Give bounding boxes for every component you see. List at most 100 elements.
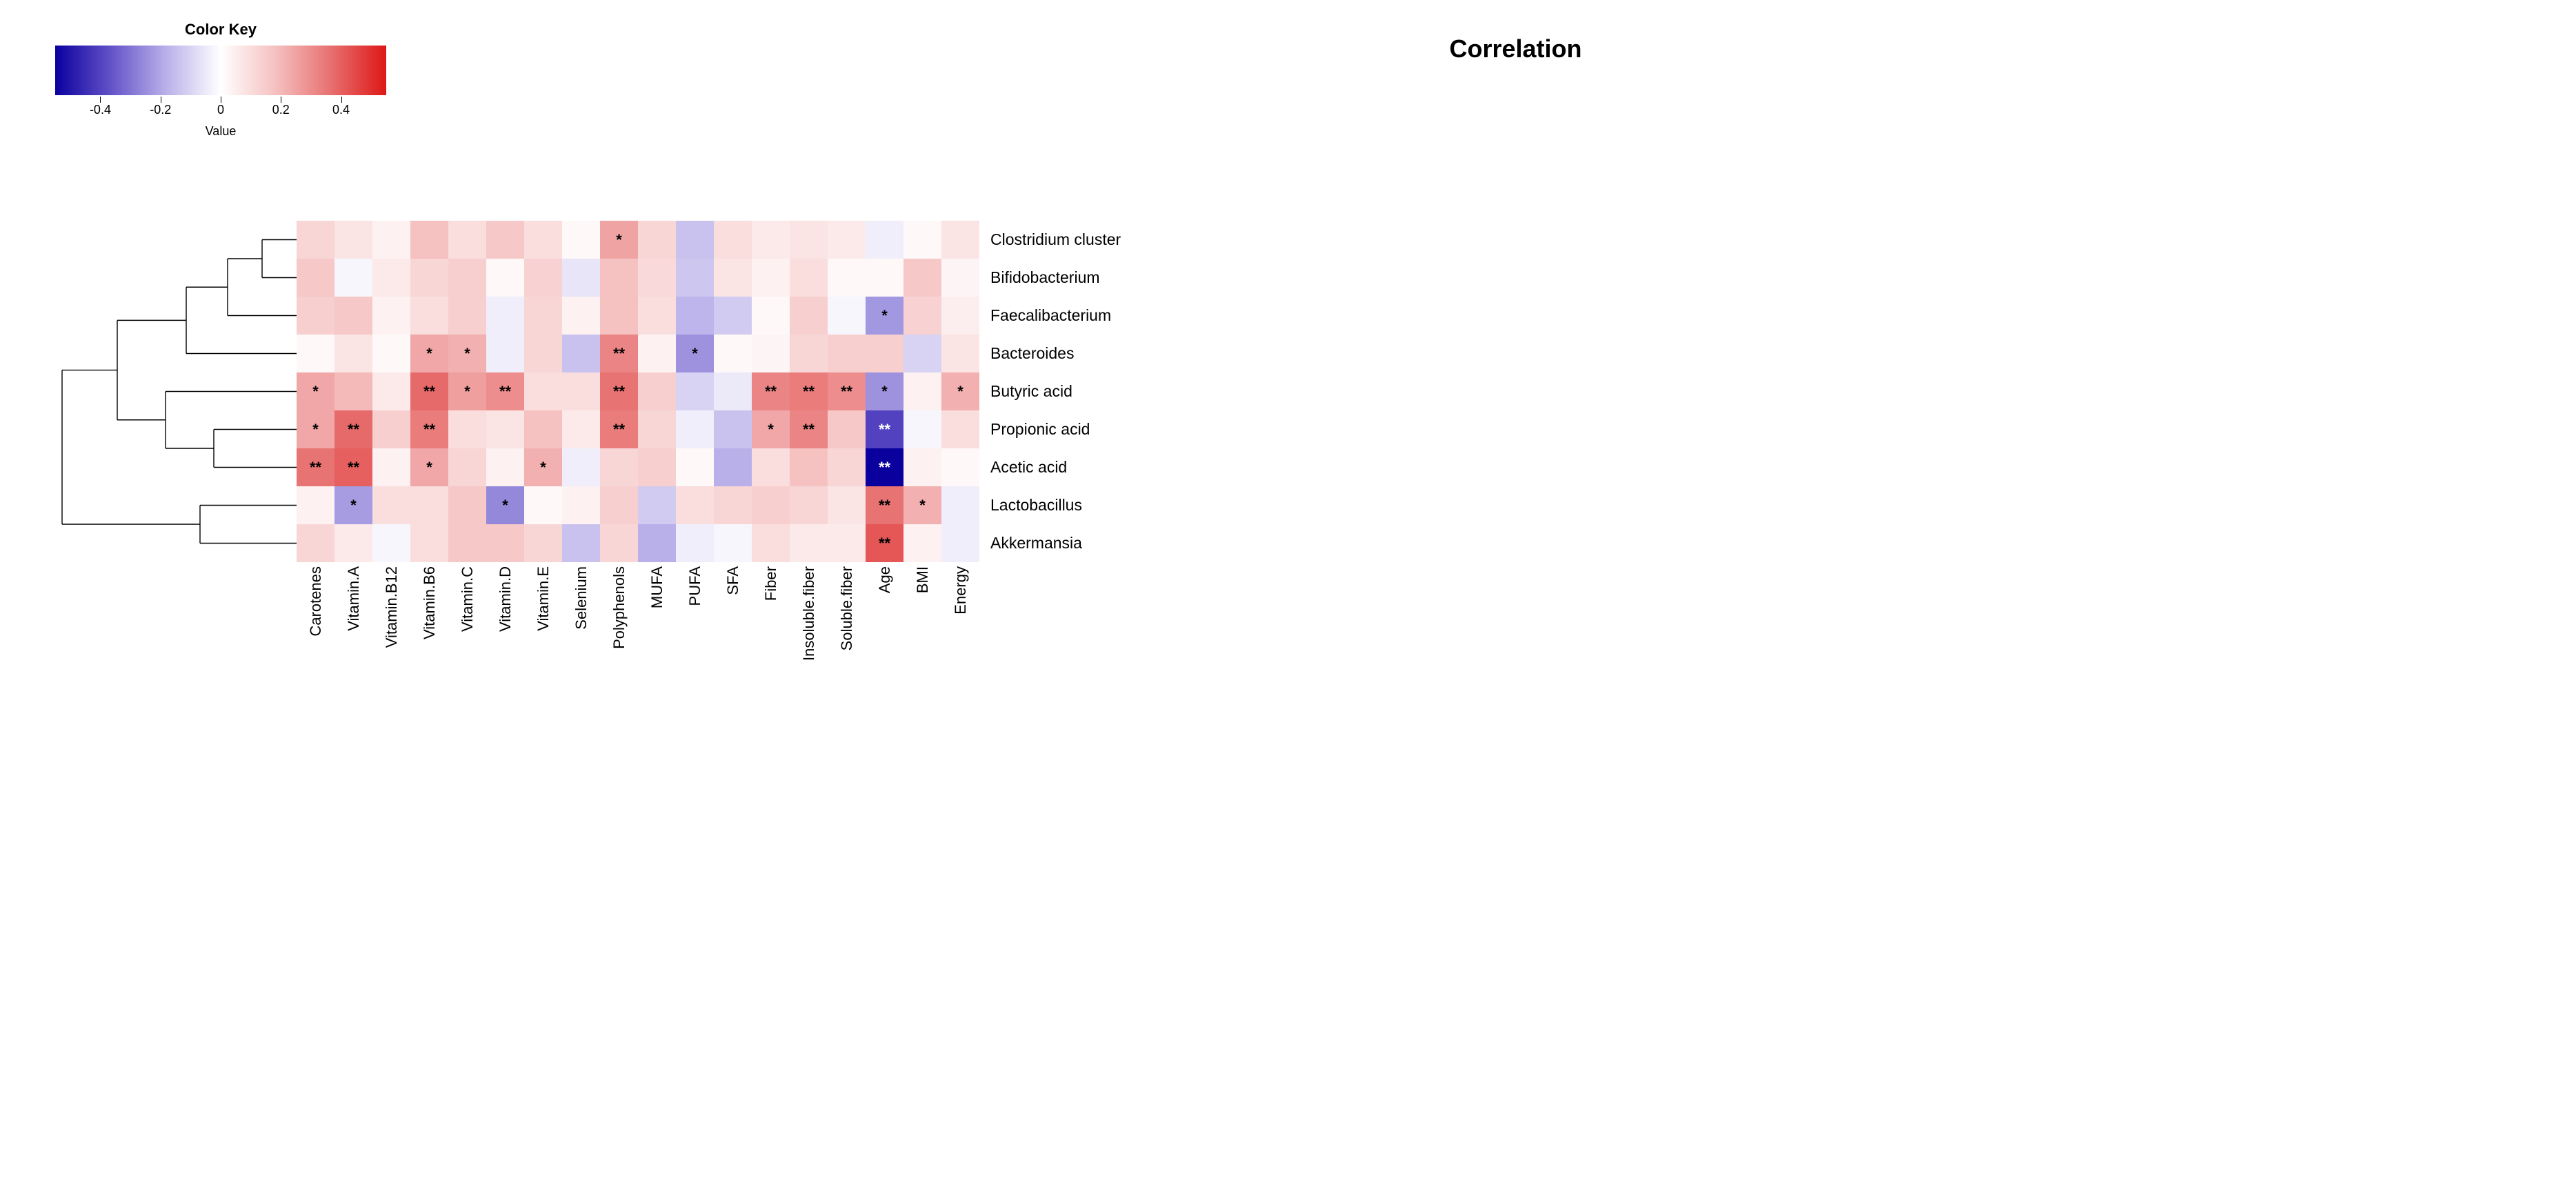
heatmap-cell xyxy=(790,524,828,562)
heatmap-cell xyxy=(524,221,562,259)
column-label: SFA xyxy=(714,566,752,661)
heatmap-cell xyxy=(676,297,714,335)
heatmap-cell xyxy=(752,335,790,372)
heatmap-cell xyxy=(790,297,828,335)
heatmap-cell xyxy=(828,486,866,524)
column-label: Age xyxy=(866,566,903,661)
heatmap-cell xyxy=(828,448,866,486)
heatmap-cell: ** xyxy=(866,448,903,486)
heatmap-cell xyxy=(752,221,790,259)
heatmap-cell xyxy=(524,410,562,448)
color-key-axis: -0.4-0.200.20.4 xyxy=(55,97,386,117)
heatmap-cell xyxy=(562,486,600,524)
heatmap-cell xyxy=(562,221,600,259)
heatmap-cell: ** xyxy=(410,410,448,448)
heatmap-cell xyxy=(562,372,600,410)
colorkey-tick-label: 0.4 xyxy=(332,103,350,117)
row-label: Bacteroides xyxy=(990,335,1121,372)
heatmap-cell: ** xyxy=(600,372,638,410)
heatmap-cell xyxy=(372,448,410,486)
color-key-value-label: Value xyxy=(55,124,386,139)
heatmap-cell xyxy=(676,486,714,524)
heatmap-cell xyxy=(714,259,752,297)
heatmap-cell xyxy=(600,486,638,524)
heatmap-cell xyxy=(524,486,562,524)
heatmap-cell xyxy=(448,410,486,448)
page-title: Correlation xyxy=(497,34,2535,63)
column-label: Soluble.fiber xyxy=(828,566,866,661)
heatmap-cell xyxy=(638,372,676,410)
heatmap-cell xyxy=(410,221,448,259)
heatmap-cell xyxy=(638,448,676,486)
column-label: Energy xyxy=(941,566,979,661)
heatmap-row: ******** xyxy=(297,448,979,486)
row-label: Faecalibacterium xyxy=(990,297,1121,335)
heatmap-grid: ****************************************… xyxy=(297,221,979,562)
heatmap-cell xyxy=(297,221,335,259)
heatmap-cell xyxy=(828,297,866,335)
heatmap-cell xyxy=(562,297,600,335)
heatmap-cell xyxy=(486,335,524,372)
heatmap-cell xyxy=(941,335,979,372)
heatmap-cell xyxy=(372,259,410,297)
heatmap-cell xyxy=(600,297,638,335)
heatmap-cell xyxy=(828,524,866,562)
heatmap-cell xyxy=(903,410,941,448)
heatmap-cell: * xyxy=(866,297,903,335)
heatmap-cell xyxy=(866,221,903,259)
heatmap-cell xyxy=(335,524,372,562)
heatmap-cell xyxy=(941,448,979,486)
heatmap-cell xyxy=(941,221,979,259)
heatmap-cell xyxy=(638,486,676,524)
heatmap-cell xyxy=(486,448,524,486)
heatmap-cell xyxy=(790,448,828,486)
row-labels: Clostridium clusterBifidobacteriumFaecal… xyxy=(990,221,1121,562)
heatmap-cell xyxy=(372,297,410,335)
heatmap-cell xyxy=(562,259,600,297)
heatmap-cell xyxy=(714,486,752,524)
colorkey-tick-label: 0 xyxy=(217,103,224,117)
heatmap-cell: * xyxy=(903,486,941,524)
heatmap-cell xyxy=(676,448,714,486)
heatmap-row: ***** xyxy=(297,335,979,372)
heatmap-cell xyxy=(752,524,790,562)
color-key-title: Color Key xyxy=(55,21,386,39)
column-label: MUFA xyxy=(638,566,676,661)
heatmap-cell xyxy=(562,335,600,372)
heatmap-cell xyxy=(448,524,486,562)
heatmap-cell xyxy=(524,259,562,297)
heatmap-cell xyxy=(676,221,714,259)
heatmap-cell: * xyxy=(448,372,486,410)
heatmap-row: ************ xyxy=(297,410,979,448)
color-key-gradient xyxy=(55,46,386,95)
heatmap-cell: * xyxy=(410,335,448,372)
heatmap-cell xyxy=(714,524,752,562)
column-labels: CarotenesVitamin.AVitamin.B12Vitamin.B6V… xyxy=(297,566,1200,661)
heatmap-cell xyxy=(448,297,486,335)
heatmap-cell xyxy=(297,297,335,335)
heatmap-cell xyxy=(714,297,752,335)
heatmap-cell xyxy=(448,221,486,259)
heatmap-cell xyxy=(903,524,941,562)
heatmap-cell xyxy=(676,372,714,410)
heatmap-cell: ** xyxy=(486,372,524,410)
heatmap-cell xyxy=(297,335,335,372)
heatmap-cell xyxy=(297,259,335,297)
heatmap-cell: ** xyxy=(297,448,335,486)
heatmap-cell: ** xyxy=(410,372,448,410)
heatmap-cell xyxy=(941,486,979,524)
column-label: Vitamin.D xyxy=(486,566,524,661)
heatmap-cell xyxy=(524,372,562,410)
heatmap-cell xyxy=(790,486,828,524)
row-label: Acetic acid xyxy=(990,448,1121,486)
heatmap-row: ***** xyxy=(297,486,979,524)
heatmap-cell xyxy=(941,410,979,448)
heatmap-cell: ** xyxy=(828,372,866,410)
heatmap-cell: ** xyxy=(600,410,638,448)
row-label: Clostridium cluster xyxy=(990,221,1121,259)
heatmap-cell xyxy=(752,448,790,486)
heatmap-cell xyxy=(524,524,562,562)
heatmap-cell xyxy=(372,221,410,259)
heatmap-cell xyxy=(714,448,752,486)
heatmap-cell xyxy=(486,524,524,562)
